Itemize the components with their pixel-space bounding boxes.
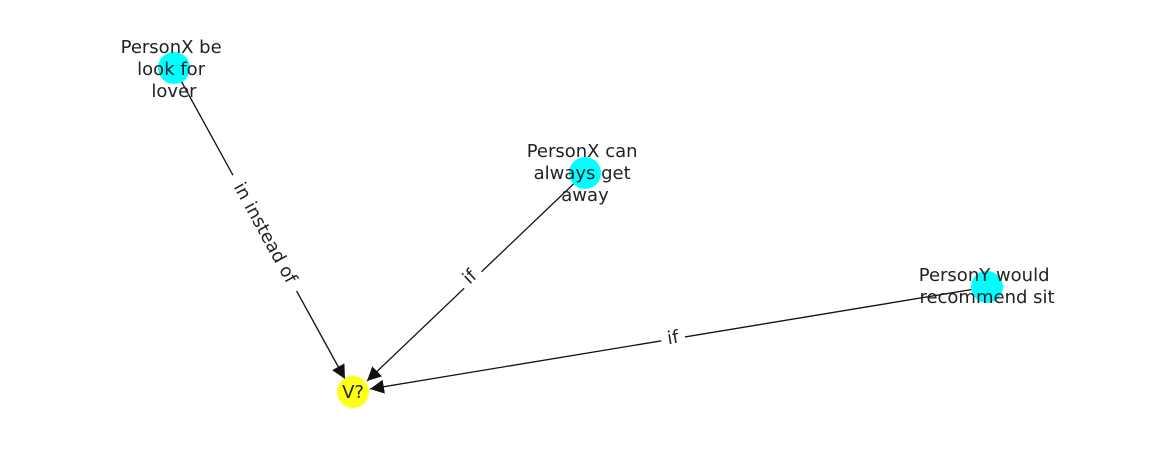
node-label-line: lover (151, 81, 197, 102)
edge-label-n3-n4: if (659, 323, 687, 353)
svg-text:PersonY would recommend: PersonY would recommend sit (919, 265, 1056, 308)
node-label-line: look for (137, 59, 206, 80)
edge-label-text-in-instead-of: in instead of (229, 179, 301, 287)
node-label-line: always get (534, 163, 631, 184)
node-circle (158, 52, 190, 84)
node-personx-be-look-for-lover: PersonX be look for lover (121, 37, 228, 102)
node-label-line: recommend sit (919, 287, 1054, 308)
node-circle (569, 157, 601, 189)
node-circle (337, 376, 369, 408)
svg-text:PersonX be look for: PersonX be look for lover (121, 37, 228, 102)
node-persony-would-recommend-sit: PersonY would recommend sit (919, 265, 1056, 308)
edge-label-n2-n4: if (452, 259, 488, 295)
node-label-line: PersonY would (919, 265, 1050, 286)
node-label-line: V? (342, 382, 364, 403)
node-label-line: PersonX be (121, 37, 222, 58)
edge-label-n1-n4: in instead of (221, 168, 309, 298)
node-circle (971, 271, 1003, 303)
edges (173, 67, 988, 394)
svg-text:V?: V? (342, 382, 364, 403)
node-personx-can-always-get-away: PersonX can always get away (527, 141, 644, 206)
node-label-line: PersonX can (527, 141, 638, 162)
node-label-line: away (561, 185, 609, 206)
svg-text:PersonX can always get: PersonX can always get away (527, 141, 644, 206)
edge-label-text-if-2: if (666, 327, 681, 350)
node-v-target: V? (337, 376, 369, 408)
